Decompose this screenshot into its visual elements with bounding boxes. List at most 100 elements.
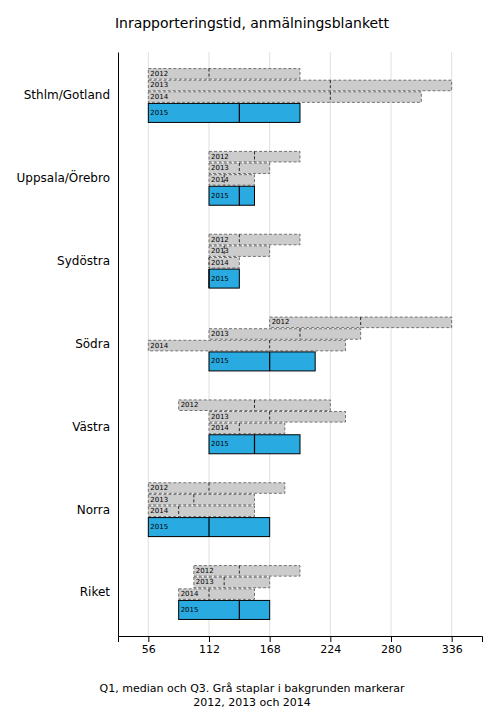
- median-line: [208, 518, 209, 537]
- series: [148, 80, 451, 588]
- median-line: [193, 494, 194, 505]
- year-label: 2014: [211, 259, 229, 267]
- median-line: [239, 600, 240, 619]
- series: [148, 92, 421, 600]
- x-tick-label: 56: [142, 643, 156, 656]
- box: [209, 246, 270, 257]
- x-tick-label: 112: [199, 643, 220, 656]
- box: [179, 589, 255, 600]
- year-label: 2015: [211, 357, 229, 365]
- x-tick-label: 280: [381, 643, 402, 656]
- year-label: 2015: [150, 523, 168, 531]
- y-tick-label: Norra: [77, 503, 110, 517]
- median-line: [224, 577, 225, 588]
- year-label: 2012: [181, 401, 199, 409]
- median-line: [330, 80, 331, 91]
- median-line: [239, 163, 240, 174]
- year-label: 2014: [211, 176, 229, 184]
- y-tick: Sydöstra: [57, 254, 118, 268]
- y-tick-label: Södra: [75, 337, 110, 351]
- chart: 56 112 168 224 280 336 Sthlm/Gotland Uppsala/Ör…: [0, 0, 504, 720]
- box: [148, 340, 345, 351]
- year-label: 2013: [211, 164, 229, 172]
- year-labels: 2012201220122012201220122012201320132013…: [150, 70, 289, 614]
- box: [148, 506, 254, 517]
- year-label: 2015: [211, 440, 229, 448]
- grid-line: [391, 52, 392, 636]
- y-tick-label: Uppsala/Örebro: [17, 169, 110, 185]
- x-tick: 336: [442, 636, 463, 656]
- x-tick-mark: [148, 636, 149, 642]
- x-tick-mark: [452, 636, 453, 642]
- median-line: [239, 566, 240, 577]
- x-tick-label: 224: [320, 643, 341, 656]
- median-line: [239, 103, 240, 122]
- series: [148, 103, 315, 619]
- median-line: [209, 589, 210, 600]
- x-label-line: Q1, median och Q3. Grå staplar i bakgrun…: [100, 682, 405, 695]
- box: [179, 400, 331, 411]
- median-line: [269, 352, 270, 371]
- median-line: [300, 329, 301, 340]
- box: [209, 186, 255, 205]
- marks: [148, 69, 451, 620]
- box: [209, 412, 346, 423]
- median-line: [269, 412, 270, 423]
- y-tick-label: Västra: [72, 420, 110, 434]
- y-tick: Västra: [72, 420, 118, 434]
- median-line: [239, 186, 240, 205]
- median-line: [254, 151, 255, 162]
- box: [209, 163, 270, 174]
- title: Inrapporteringstid, anmälningsblankett: [115, 15, 390, 31]
- box: [148, 518, 269, 537]
- x-tick-mark: [270, 636, 271, 642]
- x-tick: 56: [142, 636, 156, 656]
- box: [179, 600, 270, 619]
- median-line: [239, 234, 240, 245]
- box: [194, 577, 270, 588]
- box: [270, 317, 452, 328]
- year-label: 2014: [150, 507, 168, 515]
- box: [209, 257, 239, 268]
- year-label: 2013: [211, 413, 229, 421]
- box: [194, 566, 300, 577]
- box: [148, 92, 421, 103]
- median-line: [209, 69, 210, 80]
- y-axis: Sthlm/Gotland Uppsala/Örebro Sydöstra Södra…: [17, 53, 119, 637]
- median-line: [208, 269, 209, 288]
- box: [209, 151, 300, 162]
- box: [209, 175, 255, 186]
- year-label: 2012: [150, 70, 168, 78]
- box: [148, 483, 284, 494]
- x-axis: 56 112 168 224 280 336: [119, 636, 483, 656]
- box: [148, 69, 300, 80]
- year-label: 2012: [272, 318, 290, 326]
- box: [148, 103, 300, 122]
- year-label: 2014: [150, 342, 168, 350]
- box: [209, 269, 239, 288]
- y-tick-label: Riket: [80, 585, 111, 599]
- x-tick-mark: [209, 636, 210, 642]
- y-axis-line: [118, 53, 119, 637]
- grid-line: [451, 52, 452, 636]
- median-line: [209, 483, 210, 494]
- box: [148, 494, 254, 505]
- median-line: [269, 340, 270, 351]
- year-label: 2014: [181, 590, 199, 598]
- x-tick: 112: [199, 636, 220, 656]
- box: [209, 352, 315, 371]
- x-tick: 168: [260, 636, 281, 656]
- y-tick-label: Sthlm/Gotland: [24, 88, 110, 102]
- median-line: [254, 400, 255, 411]
- series: [148, 69, 451, 577]
- box: [209, 234, 300, 245]
- box: [209, 435, 300, 454]
- year-label: 2013: [211, 330, 229, 338]
- x-tick-label: 336: [442, 643, 463, 656]
- year-label: 2014: [211, 424, 229, 432]
- x-tick-mark: [391, 636, 392, 642]
- x-tick: 224: [320, 636, 341, 656]
- median-line: [254, 435, 255, 454]
- x-label: Q1, median och Q3. Grå staplar i bakgrun…: [100, 682, 405, 709]
- y-tick: Riket: [80, 585, 118, 599]
